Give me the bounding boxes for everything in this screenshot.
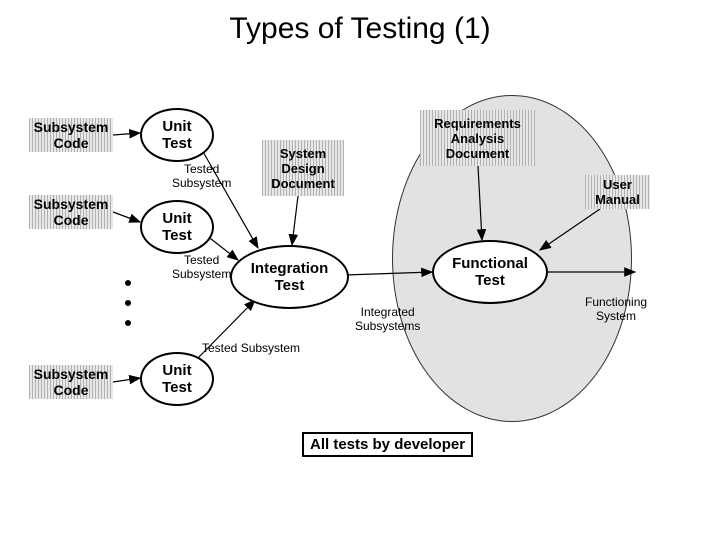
ellipsis-dot bbox=[125, 280, 131, 286]
edge-label-tested-subsystem-1: TestedSubsystem bbox=[172, 162, 231, 190]
box-subsystem-code-3: SubsystemCode bbox=[29, 365, 113, 399]
box-label: RequirementsAnalysisDocument bbox=[434, 116, 521, 161]
box-system-design-document: SystemDesignDocument bbox=[262, 140, 344, 196]
box-label: SubsystemCode bbox=[34, 196, 109, 228]
footer-note: All tests by developer bbox=[302, 432, 473, 457]
node-integration-test: IntegrationTest bbox=[230, 245, 349, 309]
node-label: UnitTest bbox=[162, 210, 192, 244]
box-label: SubsystemCode bbox=[34, 119, 109, 151]
node-functional-test: FunctionalTest bbox=[432, 240, 548, 304]
ellipsis-dot bbox=[125, 300, 131, 306]
node-label: FunctionalTest bbox=[452, 255, 528, 289]
edge-label-tested-subsystem-3: Tested Subsystem bbox=[202, 341, 300, 355]
edge-label-integrated-subsystems: IntegratedSubsystems bbox=[355, 305, 420, 333]
node-label: UnitTest bbox=[162, 362, 192, 396]
edge-label-functioning-system: FunctioningSystem bbox=[585, 295, 647, 323]
box-requirements-analysis-document: RequirementsAnalysisDocument bbox=[420, 110, 535, 166]
box-label: SubsystemCode bbox=[34, 366, 109, 398]
ellipsis-dot bbox=[125, 320, 131, 326]
box-subsystem-code-1: SubsystemCode bbox=[29, 118, 113, 152]
node-label: IntegrationTest bbox=[251, 260, 329, 294]
box-subsystem-code-2: SubsystemCode bbox=[29, 195, 113, 229]
node-unit-test-3: UnitTest bbox=[140, 352, 214, 406]
page-title: Types of Testing (1) bbox=[0, 12, 720, 46]
edge-label-tested-subsystem-2: TestedSubsystem bbox=[172, 253, 231, 281]
box-label: UserManual bbox=[595, 177, 640, 207]
node-unit-test-1: UnitTest bbox=[140, 108, 214, 162]
box-user-manual: UserManual bbox=[585, 175, 650, 209]
node-unit-test-2: UnitTest bbox=[140, 200, 214, 254]
box-label: SystemDesignDocument bbox=[271, 146, 335, 191]
node-label: UnitTest bbox=[162, 118, 192, 152]
